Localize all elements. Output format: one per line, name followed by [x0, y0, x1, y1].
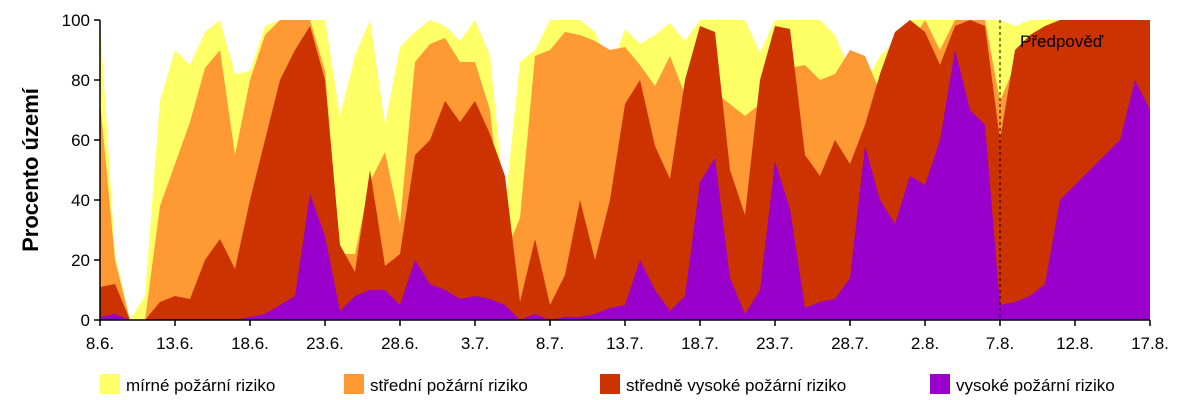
- legend-label-4: vysoké požární riziko: [956, 376, 1115, 395]
- legend-swatch-4: [930, 374, 950, 394]
- legend-swatch-1: [100, 374, 120, 394]
- y-tick-label: 60: [71, 131, 90, 150]
- legend-swatch-3: [600, 374, 620, 394]
- y-axis-label: Procento území: [18, 87, 43, 252]
- x-tick-label: 28.7.: [831, 334, 869, 353]
- y-tick-label: 100: [62, 11, 90, 30]
- x-tick-label: 23.7.: [756, 334, 794, 353]
- axes: [94, 19, 1151, 326]
- area-series-group: [100, 20, 1150, 320]
- legend-label-3: středně vysoké požární riziko: [626, 376, 846, 395]
- x-tick-label: 8.6.: [86, 334, 114, 353]
- legend-swatch-2: [344, 374, 364, 394]
- x-tick-label: 7.8.: [986, 334, 1014, 353]
- y-tick-label: 20: [71, 251, 90, 270]
- tick-labels: 0 20 40 60 80 100 8.6. 13.6. 18.6. 23.6. 28.6. 3.7.…: [62, 11, 1169, 353]
- legend-label-1: mírné požární riziko: [126, 376, 275, 395]
- x-tick-label: 17.8.: [1131, 334, 1169, 353]
- x-tick-label: 8.7.: [536, 334, 564, 353]
- x-tick-label: 2.8.: [911, 334, 939, 353]
- x-tick-label: 13.6.: [156, 334, 194, 353]
- x-tick-label: 28.6.: [381, 334, 419, 353]
- area-series-4: [100, 50, 1150, 320]
- y-tick-label: 80: [71, 71, 90, 90]
- legend: mírné požární riziko střední požární rizi…: [100, 374, 1115, 395]
- legend-label-2: střední požární riziko: [370, 376, 528, 395]
- x-tick-label: 18.7.: [681, 334, 719, 353]
- y-tick-label: 40: [71, 191, 90, 210]
- forecast-annotation: Předpověď: [1020, 32, 1104, 51]
- x-tick-label: 3.7.: [461, 334, 489, 353]
- x-tick-label: 18.6.: [231, 334, 269, 353]
- y-tick-label: 0: [81, 311, 90, 330]
- x-tick-label: 12.8.: [1056, 334, 1094, 353]
- x-tick-label: 23.6.: [306, 334, 344, 353]
- x-tick-label: 13.7.: [606, 334, 644, 353]
